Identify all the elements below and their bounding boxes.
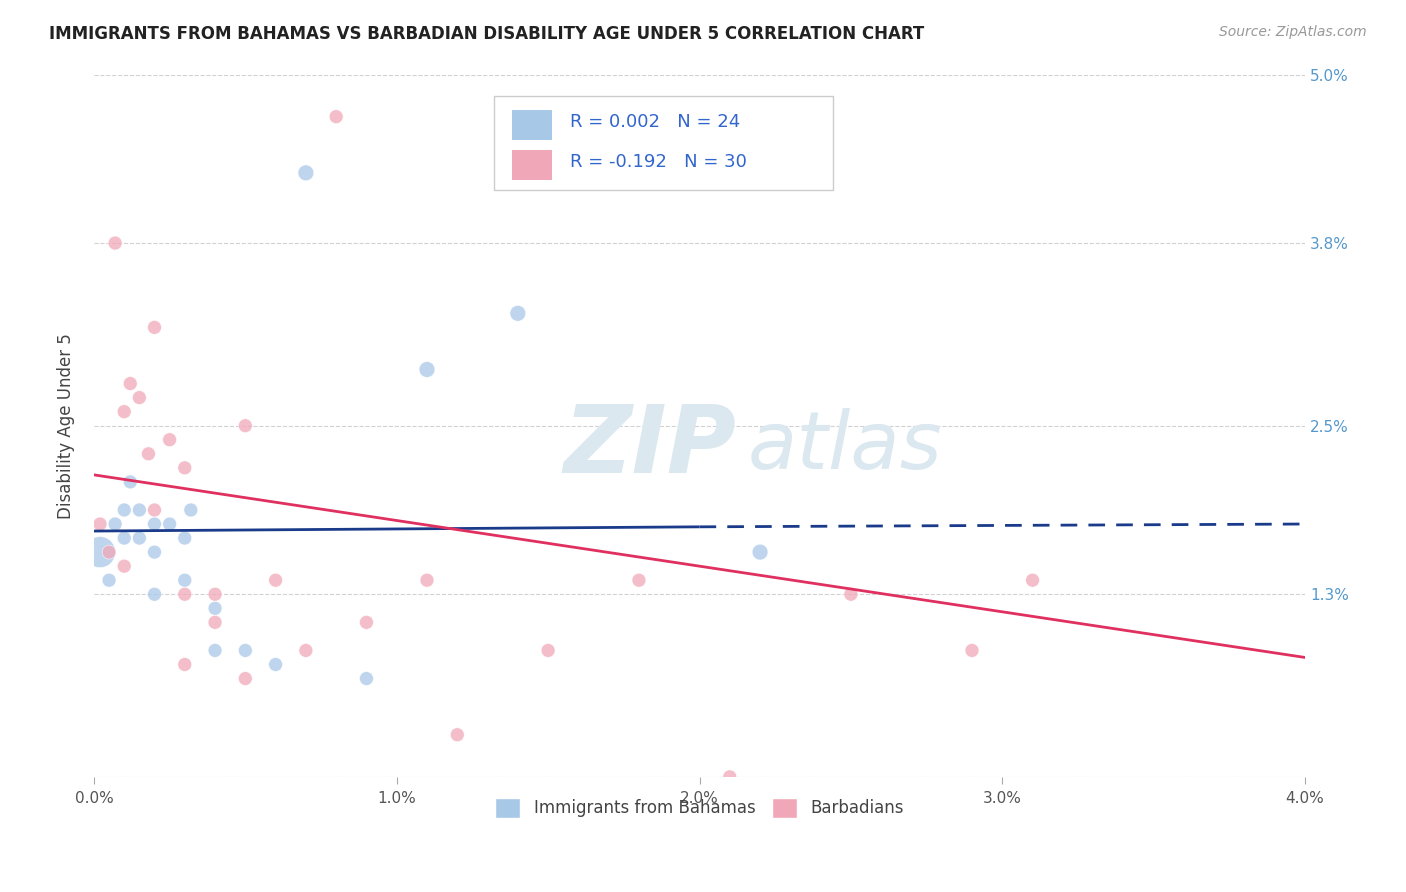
Point xyxy=(718,770,741,784)
Point xyxy=(143,503,166,517)
Point xyxy=(173,531,195,545)
Y-axis label: Disability Age Under 5: Disability Age Under 5 xyxy=(58,333,75,518)
Point xyxy=(138,447,160,461)
Point xyxy=(120,475,142,489)
Point xyxy=(128,531,150,545)
Point xyxy=(264,573,287,587)
Point xyxy=(173,587,195,601)
Point xyxy=(112,503,135,517)
Point xyxy=(98,573,121,587)
Point xyxy=(112,531,135,545)
Point xyxy=(627,573,650,587)
Point xyxy=(1021,573,1043,587)
Point xyxy=(233,418,256,433)
Point xyxy=(143,545,166,559)
Point xyxy=(537,643,560,657)
Point xyxy=(233,672,256,686)
Point xyxy=(295,643,318,657)
Point xyxy=(839,587,862,601)
Point xyxy=(173,460,195,475)
Point xyxy=(204,643,226,657)
Point xyxy=(143,587,166,601)
Point xyxy=(89,545,111,559)
Text: atlas: atlas xyxy=(748,408,942,486)
Text: R = -0.192   N = 30: R = -0.192 N = 30 xyxy=(569,153,747,171)
Point xyxy=(264,657,287,672)
Text: IMMIGRANTS FROM BAHAMAS VS BARBADIAN DISABILITY AGE UNDER 5 CORRELATION CHART: IMMIGRANTS FROM BAHAMAS VS BARBADIAN DIS… xyxy=(49,25,925,43)
Point xyxy=(112,559,135,574)
Point xyxy=(128,503,150,517)
Point xyxy=(506,306,529,320)
FancyBboxPatch shape xyxy=(512,110,551,140)
Point xyxy=(128,391,150,405)
Point xyxy=(159,516,181,531)
Point xyxy=(416,573,439,587)
Point xyxy=(104,236,127,251)
Point xyxy=(204,601,226,615)
Point xyxy=(356,672,378,686)
Point xyxy=(98,545,121,559)
Point xyxy=(325,110,347,124)
Point xyxy=(446,728,468,742)
Point xyxy=(295,166,318,180)
FancyBboxPatch shape xyxy=(512,150,551,180)
Point xyxy=(204,587,226,601)
Point xyxy=(416,362,439,376)
Point xyxy=(112,404,135,418)
FancyBboxPatch shape xyxy=(494,95,832,190)
Text: ZIP: ZIP xyxy=(562,401,735,492)
Point xyxy=(173,657,195,672)
Point xyxy=(89,516,111,531)
Text: Source: ZipAtlas.com: Source: ZipAtlas.com xyxy=(1219,25,1367,39)
Text: R = 0.002   N = 24: R = 0.002 N = 24 xyxy=(569,113,740,131)
Point xyxy=(120,376,142,391)
Point xyxy=(143,516,166,531)
Point xyxy=(960,643,983,657)
Point xyxy=(749,545,772,559)
Point xyxy=(233,643,256,657)
Point xyxy=(180,503,202,517)
Point xyxy=(143,320,166,334)
Point xyxy=(104,516,127,531)
Point xyxy=(159,433,181,447)
Point xyxy=(173,573,195,587)
Point xyxy=(204,615,226,630)
Point xyxy=(356,615,378,630)
Legend: Immigrants from Bahamas, Barbadians: Immigrants from Bahamas, Barbadians xyxy=(488,791,911,825)
